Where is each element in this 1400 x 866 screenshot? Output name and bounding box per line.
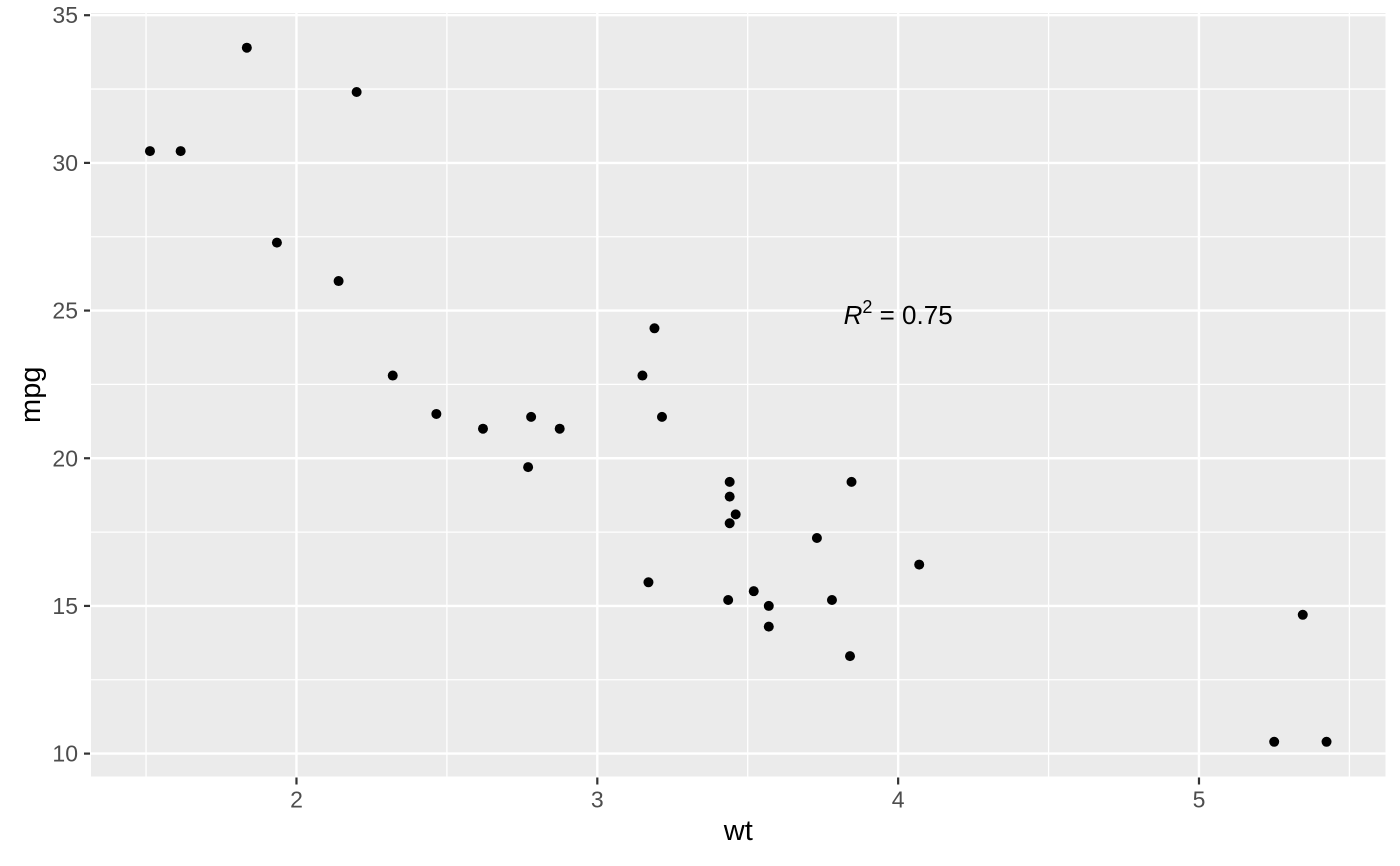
data-point	[1269, 736, 1280, 747]
major-gridlines	[91, 13, 1386, 777]
minor-gridlines	[91, 13, 1386, 777]
annotation-rest: = 0.75	[872, 300, 952, 330]
x-tick-label: 5	[1193, 787, 1206, 813]
annotation-exponent: 2	[862, 297, 872, 317]
data-points	[144, 42, 1332, 747]
y-tick-label: 25	[52, 298, 78, 324]
axis-tick-marks	[84, 14, 1201, 785]
data-point	[643, 577, 654, 588]
y-axis-title: mpg	[15, 367, 47, 423]
data-point	[1297, 609, 1308, 620]
annotation-base: R	[844, 300, 863, 330]
data-point	[477, 423, 488, 434]
data-point	[271, 237, 282, 248]
data-point	[914, 559, 925, 570]
data-point	[723, 595, 734, 606]
data-point	[811, 532, 822, 543]
data-point	[724, 518, 735, 529]
y-tick-labels: 10 15 20 25 30 35	[52, 2, 78, 766]
data-point	[846, 476, 857, 487]
x-tick-label: 2	[290, 787, 303, 813]
x-axis-title: wt	[723, 815, 753, 847]
data-point	[175, 146, 186, 157]
y-tick-label: 30	[52, 150, 78, 176]
data-point	[554, 423, 565, 434]
y-tick-label: 10	[52, 741, 78, 767]
data-point	[724, 476, 735, 487]
x-tick-label: 3	[591, 787, 604, 813]
data-point	[431, 408, 442, 419]
x-tick-labels: 2 3 4 5	[290, 787, 1205, 813]
data-point	[1321, 736, 1332, 747]
x-tick-label: 4	[892, 787, 905, 813]
data-point	[387, 370, 398, 381]
data-point	[826, 595, 837, 606]
data-point	[637, 370, 648, 381]
data-point	[748, 586, 759, 597]
y-tick-label: 35	[52, 2, 78, 28]
data-point	[763, 621, 774, 632]
data-point	[526, 411, 537, 422]
data-point	[763, 600, 774, 611]
data-point	[649, 323, 660, 334]
data-point	[333, 276, 344, 287]
data-point	[730, 509, 741, 520]
data-point	[523, 462, 534, 473]
data-point	[656, 411, 667, 422]
r-squared-annotation: R2 = 0.75	[844, 297, 953, 330]
data-point	[351, 87, 362, 98]
data-point	[724, 491, 735, 502]
data-point	[845, 651, 856, 662]
y-tick-label: 15	[52, 593, 78, 619]
data-point	[144, 146, 155, 157]
data-point	[241, 42, 252, 53]
y-tick-label: 20	[52, 445, 78, 471]
plot-panel	[91, 13, 1386, 777]
